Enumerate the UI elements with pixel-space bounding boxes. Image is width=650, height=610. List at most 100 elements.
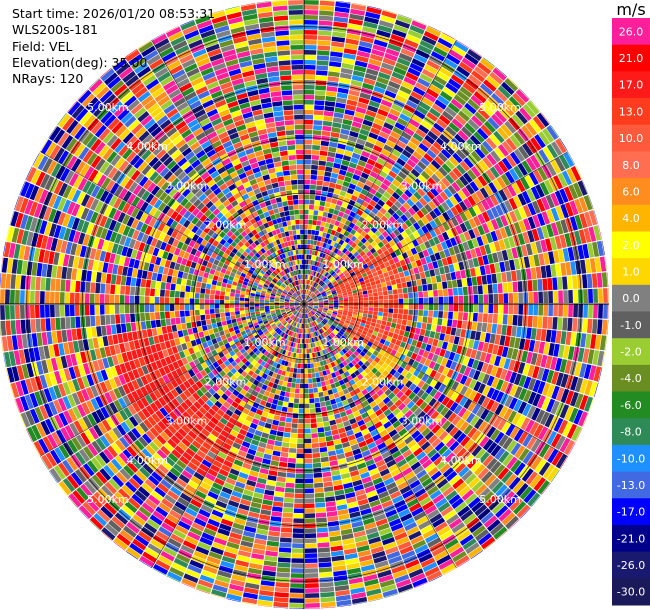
radar-gate-cell <box>601 272 608 288</box>
radar-gate-cell <box>284 391 290 398</box>
radar-gate-cell <box>532 366 540 379</box>
radar-gate-cell <box>592 319 598 334</box>
radar-gate-cell <box>350 263 356 269</box>
radar-gate-cell <box>473 294 479 304</box>
radar-gate-cell <box>362 254 368 260</box>
radar-gate-cell <box>367 230 374 237</box>
radar-gate-cell <box>497 283 503 294</box>
radar-gate-cell <box>316 377 321 383</box>
radar-gate-cell <box>461 320 468 330</box>
radar-gate-cell <box>496 176 507 189</box>
radar-gate-cell <box>455 149 467 160</box>
radar-gate-cell <box>412 213 421 222</box>
radar-gate-cell <box>376 352 384 360</box>
radar-gate-cell <box>381 320 387 326</box>
radar-gate-cell <box>368 307 374 311</box>
radar-gate-cell <box>373 555 388 564</box>
radar-gate-cell <box>383 144 393 153</box>
radar-gate-cell <box>212 584 228 593</box>
radar-gate-cell <box>399 113 411 123</box>
radar-gate-cell <box>269 526 281 532</box>
radar-gate-cell <box>315 90 326 96</box>
radar-gate-cell <box>333 307 339 310</box>
radar-gate-cell <box>457 559 471 568</box>
radar-gate-cell <box>388 216 396 224</box>
radar-gate-cell <box>548 291 553 304</box>
radar-gate-cell <box>405 422 414 432</box>
radar-gate-cell <box>421 138 432 149</box>
radar-gate-cell <box>319 329 323 334</box>
radar-gate-cell <box>314 482 324 488</box>
radar-gate-cell <box>288 397 295 403</box>
radar-gate-cell <box>385 227 393 235</box>
radar-gate-cell <box>301 328 303 334</box>
radar-gate-cell <box>502 282 508 293</box>
radar-gate-cell <box>329 56 343 63</box>
radar-gate-cell <box>370 546 384 554</box>
radar-gate-cell <box>278 552 291 558</box>
radar-gate-cell <box>311 368 315 373</box>
radar-gate-cell <box>461 57 476 70</box>
radar-gate-cell <box>383 408 392 417</box>
radar-gate-cell <box>267 413 275 420</box>
radar-gate-cell <box>307 296 311 301</box>
radar-gate-cell <box>330 277 335 282</box>
radar-gate-cell <box>268 530 280 537</box>
radar-gate-cell <box>397 374 405 382</box>
radar-gate-cell <box>408 309 414 315</box>
radar-gate-cell <box>345 38 359 46</box>
radar-gate-cell <box>490 461 502 474</box>
radar-gate-cell <box>311 310 316 314</box>
radar-gate-cell <box>378 311 383 317</box>
radar-gate-cell <box>363 354 370 361</box>
radar-gate-cell <box>397 334 404 341</box>
radar-gate-cell <box>295 333 298 338</box>
radar-gate-cell <box>269 465 279 472</box>
radar-gate-cell <box>511 325 517 337</box>
radar-gate-cell <box>397 288 403 294</box>
radar-gate-cell <box>531 495 541 508</box>
radar-gate-cell <box>328 71 340 78</box>
radar-gate-cell <box>446 514 460 525</box>
radar-gate-cell <box>365 459 375 467</box>
radar-gate-cell <box>321 333 326 339</box>
radar-gate-cell <box>313 337 317 342</box>
radar-gate-cell <box>408 426 418 436</box>
radar-gate-cell <box>317 547 330 553</box>
radar-gate-cell <box>474 247 482 257</box>
radar-gate-cell <box>243 436 253 444</box>
radar-gate-cell <box>457 312 463 321</box>
radar-gate-cell <box>382 9 398 15</box>
radar-gate-cell <box>541 211 551 225</box>
radar-gate-cell <box>463 231 471 241</box>
radar-gate-cell <box>454 462 466 474</box>
radar-gate-cell <box>308 299 313 302</box>
radar-gate-cell <box>517 193 527 206</box>
radar-gate-cell <box>459 233 467 243</box>
radar-gate-cell <box>302 304 304 309</box>
radar-gate-cell <box>422 336 429 344</box>
radar-gate-cell <box>344 176 352 183</box>
radar-gate-cell <box>330 545 343 552</box>
radar-gate-cell <box>540 354 548 368</box>
radar-gate-cell <box>313 240 318 246</box>
radar-gate-cell <box>515 110 528 125</box>
radar-gate-cell <box>477 394 486 406</box>
radar-gate-cell <box>470 415 480 427</box>
radar-gate-cell <box>564 233 572 247</box>
radar-gate-cell <box>447 102 460 114</box>
radar-gate-cell <box>486 426 497 438</box>
radar-gate-cell <box>356 545 370 553</box>
radar-gate-cell <box>487 343 494 354</box>
radar-gate-cell <box>383 191 392 199</box>
radar-gate-cell <box>337 332 343 337</box>
radar-gate-cell <box>333 248 339 254</box>
radar-gate-cell <box>381 385 389 393</box>
radar-gate-cell <box>520 507 531 519</box>
radar-gate-cell <box>484 353 492 364</box>
radar-gate-cell <box>452 551 467 563</box>
radar-gate-cell <box>325 435 333 442</box>
radar-gate-cell <box>443 188 453 198</box>
radar-gate-cell <box>417 219 425 228</box>
radar-gate-cell <box>207 518 220 528</box>
